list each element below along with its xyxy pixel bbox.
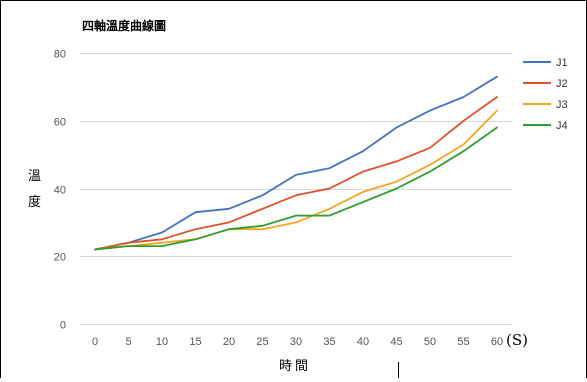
series-line-j3 xyxy=(94,109,498,251)
series-line-j1 xyxy=(94,75,498,251)
x-tick-label-45: 45 xyxy=(390,336,402,348)
y-axis-title: 溫 度 xyxy=(28,169,45,210)
legend-label-j4: J4 xyxy=(556,120,568,132)
x-tick-label-15: 15 xyxy=(189,336,201,348)
x-tick-label-50: 50 xyxy=(424,336,436,348)
x-tick-label-20: 20 xyxy=(223,336,235,348)
x-tick-label-30: 30 xyxy=(290,336,302,348)
series-line-j4 xyxy=(94,126,498,251)
legend: J1 J2 J3 J4 xyxy=(523,57,568,132)
x-tick-label-10: 10 xyxy=(156,336,168,348)
y-axis-title-char-2: 度 xyxy=(28,194,41,210)
y-tick-label-80: 80 xyxy=(54,49,66,61)
x-tick-label-55: 55 xyxy=(457,336,469,348)
x-tick-labels: 0 5 10 15 20 25 30 35 40 45 50 55 60 xyxy=(92,336,503,348)
y-tick-labels: 0 20 40 60 80 xyxy=(54,49,66,332)
x-axis-title: 時間 xyxy=(279,359,311,374)
x-axis-unit: (S) xyxy=(506,331,528,349)
y-tick-label-60: 60 xyxy=(54,117,66,129)
y-tick-label-0: 0 xyxy=(60,320,66,332)
y-axis-title-char-1: 溫 xyxy=(28,169,41,184)
x-tick-label-60: 60 xyxy=(491,336,503,348)
grid-lines xyxy=(80,53,512,325)
legend-label-j1: J1 xyxy=(556,57,568,69)
x-tick-label-0: 0 xyxy=(92,336,98,348)
x-tick-label-5: 5 xyxy=(125,336,131,348)
legend-label-j3: J3 xyxy=(556,99,568,111)
x-tick-label-40: 40 xyxy=(357,336,369,348)
chart-title: 四軸溫度曲線圖 xyxy=(82,18,166,33)
y-tick-label-20: 20 xyxy=(54,252,66,264)
legend-label-j2: J2 xyxy=(556,78,568,90)
y-tick-label-40: 40 xyxy=(54,185,66,197)
x-tick-label-25: 25 xyxy=(256,336,268,348)
series-line-j2 xyxy=(94,96,498,251)
series-lines xyxy=(94,75,498,251)
x-tick-label-35: 35 xyxy=(323,336,335,348)
